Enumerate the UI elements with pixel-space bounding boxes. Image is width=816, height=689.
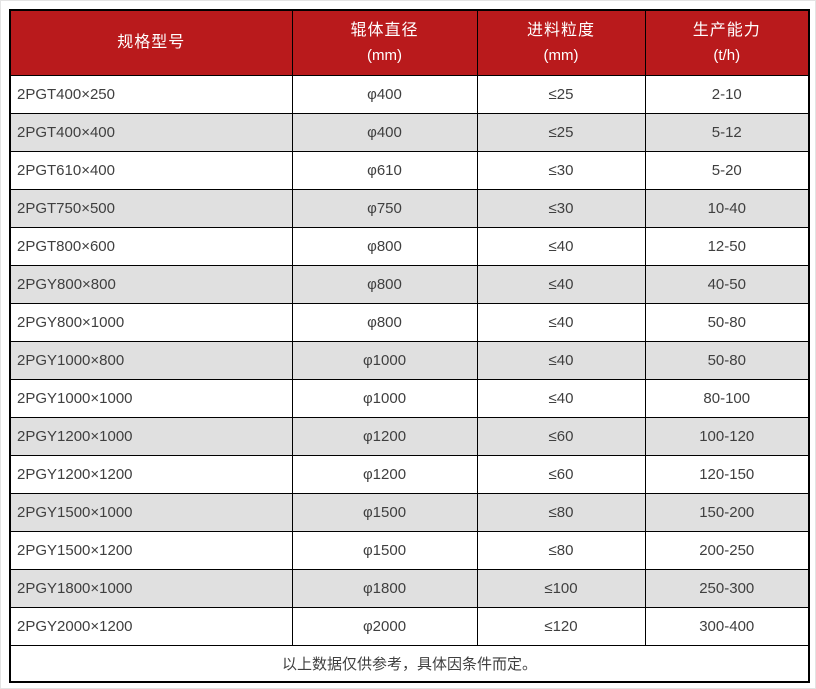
model-cell: 2PGY1000×800: [9, 340, 293, 380]
value-cell: φ400: [291, 74, 478, 114]
value-cell: ≤60: [476, 454, 646, 494]
model-cell: 2PGY800×1000: [9, 302, 293, 342]
value-cell: 150-200: [644, 492, 810, 532]
value-cell: ≤40: [476, 264, 646, 304]
value-cell: ≤80: [476, 530, 646, 570]
value-cell: φ1500: [291, 492, 478, 532]
table-row: 2PGT800×600 φ800 ≤40 12-50: [9, 226, 810, 266]
value-cell: 300-400: [644, 606, 810, 646]
value-cell: 5-20: [644, 150, 810, 190]
value-cell: ≤120: [476, 606, 646, 646]
value-cell: 50-80: [644, 302, 810, 342]
value-cell: φ1200: [291, 416, 478, 456]
model-cell: 2PGY1200×1000: [9, 416, 293, 456]
table-header: 规格型号 辊体直径 (mm) 进料粒度 (mm) 生产能力 (t/h): [9, 9, 810, 76]
value-cell: 40-50: [644, 264, 810, 304]
value-cell: ≤30: [476, 188, 646, 228]
column-header-roller-diameter-label: 辊体直径: [350, 21, 419, 39]
value-cell: φ400: [291, 112, 478, 152]
value-cell: 80-100: [644, 378, 810, 418]
table-row: 2PGT400×400 φ400 ≤25 5-12: [9, 112, 810, 152]
value-cell: ≤100: [476, 568, 646, 608]
model-cell: 2PGY1000×1000: [9, 378, 293, 418]
value-cell: φ1000: [291, 378, 478, 418]
model-cell: 2PGT400×250: [9, 74, 293, 114]
model-cell: 2PGY1500×1000: [9, 492, 293, 532]
value-cell: 200-250: [644, 530, 810, 570]
value-cell: φ800: [291, 226, 478, 266]
table-row: 2PGY1000×800 φ1000 ≤40 50-80: [9, 340, 810, 380]
column-header-roller-diameter: 辊体直径 (mm): [291, 9, 478, 76]
value-cell: 5-12: [644, 112, 810, 152]
table-row: 2PGY1200×1200 φ1200 ≤60 120-150: [9, 454, 810, 494]
table-row: 2PGY800×800 φ800 ≤40 40-50: [9, 264, 810, 304]
column-header-model-label: 规格型号: [117, 33, 186, 51]
column-header-feed-size-label: 进料粒度: [526, 21, 595, 39]
value-cell: φ610: [291, 150, 478, 190]
table-row: 2PGY1500×1200 φ1500 ≤80 200-250: [9, 530, 810, 570]
table-footer: 以上数据仅供参考，具体因条件而定。: [9, 644, 810, 683]
model-cell: 2PGT400×400: [9, 112, 293, 152]
column-header-model: 规格型号: [9, 9, 293, 76]
model-cell: 2PGY800×800: [9, 264, 293, 304]
value-cell: 120-150: [644, 454, 810, 494]
table-row: 2PGY1800×1000 φ1800 ≤100 250-300: [9, 568, 810, 608]
value-cell: ≤40: [476, 302, 646, 342]
spec-table: 规格型号 辊体直径 (mm) 进料粒度 (mm) 生产能力 (t/h) 2PGT…: [9, 9, 810, 683]
value-cell: 10-40: [644, 188, 810, 228]
value-cell: φ800: [291, 302, 478, 342]
table-row: 2PGT400×250 φ400 ≤25 2-10: [9, 74, 810, 114]
column-header-roller-diameter-unit: (mm): [367, 46, 402, 64]
table-row: 2PGY800×1000 φ800 ≤40 50-80: [9, 302, 810, 342]
value-cell: φ750: [291, 188, 478, 228]
column-header-feed-size-unit: (mm): [543, 46, 579, 64]
table-row: 2PGT610×400 φ610 ≤30 5-20: [9, 150, 810, 190]
model-cell: 2PGY1200×1200: [9, 454, 293, 494]
table-body: 2PGT400×250 φ400 ≤25 2-10 2PGT400×400 φ400 ≤25…: [9, 74, 810, 646]
model-cell: 2PGY1500×1200: [9, 530, 293, 570]
value-cell: ≤80: [476, 492, 646, 532]
value-cell: φ1500: [291, 530, 478, 570]
value-cell: ≤25: [476, 112, 646, 152]
footer-row: 以上数据仅供参考，具体因条件而定。: [9, 644, 810, 683]
footer-note: 以上数据仅供参考，具体因条件而定。: [9, 644, 810, 683]
table-row: 2PGY1200×1000 φ1200 ≤60 100-120: [9, 416, 810, 456]
column-header-capacity-label: 生产能力: [692, 21, 761, 39]
value-cell: φ2000: [291, 606, 478, 646]
table-row: 2PGT750×500 φ750 ≤30 10-40: [9, 188, 810, 228]
value-cell: φ1800: [291, 568, 478, 608]
column-header-feed-size: 进料粒度 (mm): [476, 9, 646, 76]
value-cell: ≤60: [476, 416, 646, 456]
value-cell: φ800: [291, 264, 478, 304]
header-row: 规格型号 辊体直径 (mm) 进料粒度 (mm) 生产能力 (t/h): [9, 9, 810, 76]
table-row: 2PGY1000×1000 φ1000 ≤40 80-100: [9, 378, 810, 418]
value-cell: ≤30: [476, 150, 646, 190]
value-cell: ≤40: [476, 378, 646, 418]
value-cell: 12-50: [644, 226, 810, 266]
column-header-capacity-unit: (t/h): [713, 46, 741, 64]
value-cell: φ1000: [291, 340, 478, 380]
value-cell: 250-300: [644, 568, 810, 608]
table-row: 2PGY2000×1200 φ2000 ≤120 300-400: [9, 606, 810, 646]
value-cell: 100-120: [644, 416, 810, 456]
value-cell: ≤25: [476, 74, 646, 114]
value-cell: ≤40: [476, 340, 646, 380]
model-cell: 2PGY1800×1000: [9, 568, 293, 608]
model-cell: 2PGT610×400: [9, 150, 293, 190]
column-header-capacity: 生产能力 (t/h): [644, 9, 810, 76]
value-cell: ≤40: [476, 226, 646, 266]
model-cell: 2PGT800×600: [9, 226, 293, 266]
model-cell: 2PGY2000×1200: [9, 606, 293, 646]
table-row: 2PGY1500×1000 φ1500 ≤80 150-200: [9, 492, 810, 532]
value-cell: 50-80: [644, 340, 810, 380]
value-cell: φ1200: [291, 454, 478, 494]
model-cell: 2PGT750×500: [9, 188, 293, 228]
value-cell: 2-10: [644, 74, 810, 114]
